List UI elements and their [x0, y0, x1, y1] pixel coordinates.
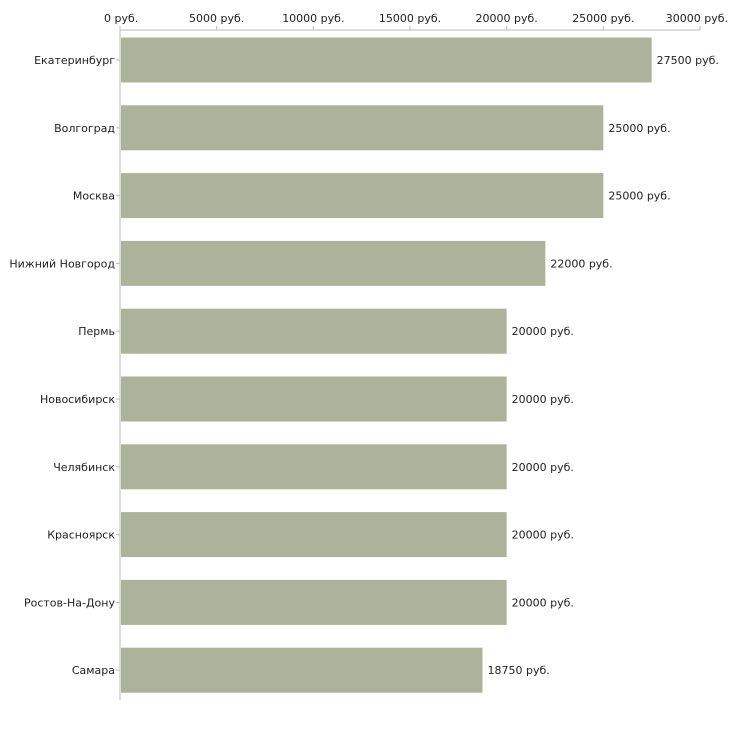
category-label: Красноярск — [47, 529, 115, 542]
category-label: Ростов-На-Дону — [24, 596, 115, 609]
bars — [121, 37, 652, 693]
category-label: Челябинск — [53, 461, 115, 474]
category-label: Нижний Новгород — [9, 257, 115, 270]
x-axis: 0 руб. 5000 руб. 10000 руб. 15000 руб. 20000… — [104, 12, 728, 700]
bar — [121, 308, 507, 354]
data-labels: 27500 руб. 25000 руб. 25000 руб. 22000 руб.… — [488, 54, 719, 677]
data-label: 27500 руб. — [657, 54, 719, 67]
category-label: Волгоград — [54, 122, 115, 135]
category-label: Новосибирск — [40, 393, 115, 406]
x-tick-label: 0 руб. — [104, 12, 138, 25]
data-label: 20000 руб. — [512, 529, 574, 542]
data-label: 20000 руб. — [512, 461, 574, 474]
category-label: Самара — [72, 664, 115, 677]
bar — [121, 512, 507, 558]
bar — [121, 444, 507, 490]
bar — [121, 376, 507, 422]
bar — [121, 37, 652, 83]
data-label: 20000 руб. — [512, 393, 574, 406]
x-tick-label: 15000 руб. — [379, 12, 441, 25]
data-label: 20000 руб. — [512, 596, 574, 609]
category-label: Екатеринбург — [34, 54, 115, 67]
x-tick-label: 5000 руб. — [189, 12, 244, 25]
x-tick-label: 10000 руб. — [282, 12, 344, 25]
data-label: 20000 руб. — [512, 325, 574, 338]
data-label: 25000 руб. — [608, 190, 670, 203]
bar — [121, 173, 604, 219]
bar — [121, 647, 483, 693]
x-tick-label: 30000 руб. — [666, 12, 728, 25]
data-label: 18750 руб. — [488, 664, 550, 677]
bar — [121, 105, 604, 151]
category-label: Москва — [73, 190, 115, 203]
x-tick-label: 25000 руб. — [572, 12, 634, 25]
category-label: Пермь — [78, 325, 115, 338]
x-tick-label: 20000 руб. — [476, 12, 538, 25]
data-label: 25000 руб. — [608, 122, 670, 135]
bar — [121, 240, 546, 286]
data-label: 22000 руб. — [550, 257, 612, 270]
bar — [121, 579, 507, 625]
category-labels: Екатеринбург Волгоград Москва Нижний Новгор… — [9, 54, 115, 677]
